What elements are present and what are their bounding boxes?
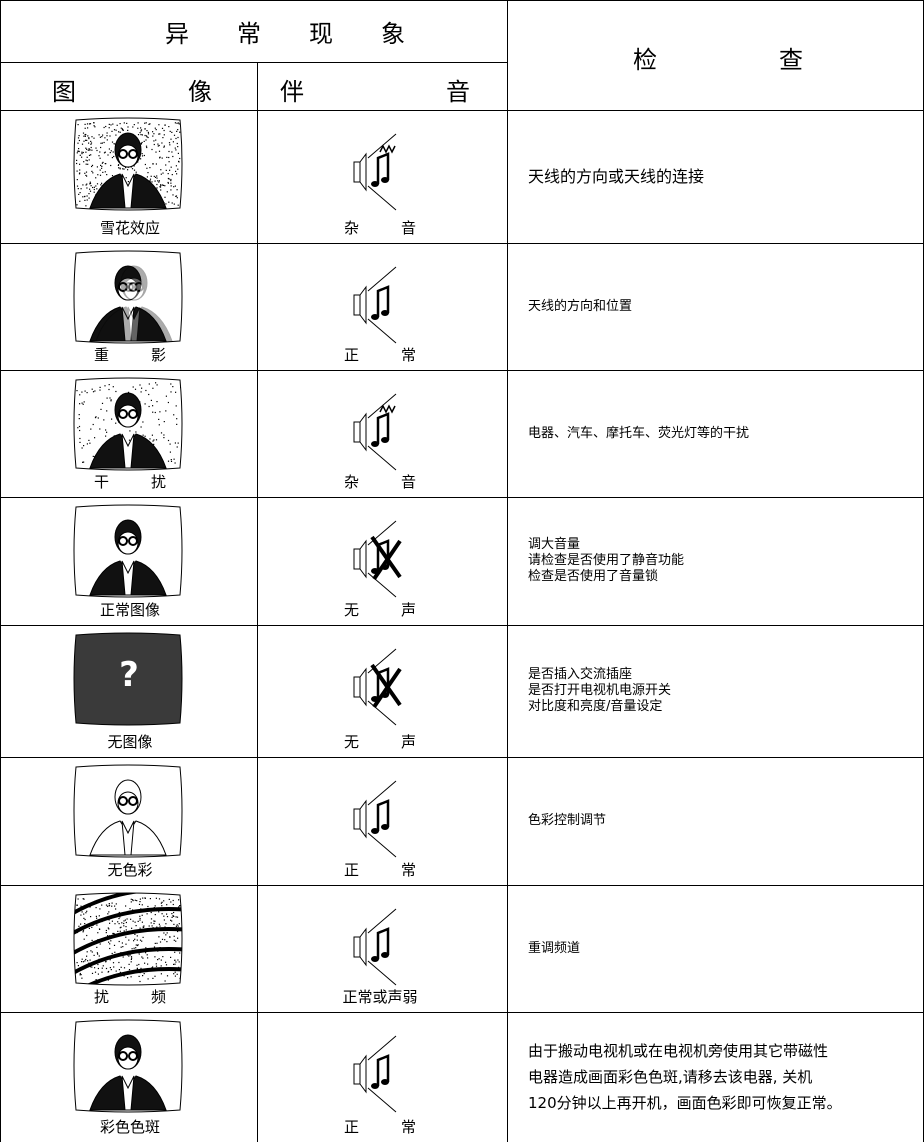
rule — [0, 0, 1, 1142]
header-sound: 伴 音 — [280, 78, 470, 106]
tv-screen — [73, 504, 183, 598]
header-anomaly: 异 常 现 象 — [165, 20, 405, 48]
caption: 雪花效应 — [99, 219, 160, 237]
rule — [0, 885, 924, 886]
check-text: 是否打开电视机电源开关 — [528, 683, 672, 698]
tv-screen — [73, 117, 183, 211]
check-text: 天线的方向和位置 — [528, 298, 633, 314]
caption: 重 影 — [94, 346, 166, 364]
speaker-icon — [353, 520, 402, 598]
tv-screen — [73, 764, 183, 858]
tv-screen — [73, 892, 183, 986]
check-text: 由于搬动电视机或在电视机旁使用其它带磁性 — [528, 1042, 829, 1060]
header-check: 检 查 — [633, 46, 803, 74]
check-text: 是否插入交流插座 — [528, 667, 633, 682]
rule — [0, 625, 924, 626]
caption: 无 声 — [344, 601, 416, 619]
check-text: 电器造成画面彩色色斑,请移去该电器, 关机 — [528, 1068, 813, 1086]
check-text: 对比度和亮度/音量设定 — [528, 699, 663, 714]
caption: 杂 音 — [344, 473, 416, 491]
caption: 扰 频 — [94, 988, 166, 1006]
check-text: 请检查是否使用了静音功能 — [528, 553, 685, 568]
tv-screen — [73, 632, 183, 726]
caption: 正常图像 — [99, 601, 160, 619]
rule — [0, 1012, 924, 1013]
caption: 无色彩 — [107, 861, 153, 879]
rule — [0, 110, 924, 111]
caption: 干 扰 — [94, 473, 166, 491]
caption: 正 常 — [344, 861, 416, 879]
check-text: 电器、汽车、摩托车、荧光灯等的干扰 — [528, 425, 750, 441]
rule — [0, 243, 924, 244]
caption: 正 常 — [344, 346, 416, 364]
rule — [507, 0, 508, 1142]
rule — [0, 0, 924, 1]
rule — [0, 757, 924, 758]
speaker-icon — [353, 393, 397, 471]
caption: 正常或声弱 — [342, 988, 418, 1006]
speaker-icon — [353, 780, 397, 858]
header-picture: 图 像 — [52, 78, 212, 106]
rule — [257, 62, 258, 1142]
rule — [0, 370, 924, 371]
rule — [0, 62, 507, 63]
rule — [0, 497, 924, 498]
check-text: 检查是否使用了音量锁 — [528, 569, 659, 584]
speaker-icon — [353, 648, 402, 726]
tv-screen — [73, 1019, 183, 1113]
check-text: 调大音量 — [528, 537, 581, 552]
speaker-icon — [353, 908, 397, 986]
check-text: 色彩控制调节 — [528, 813, 607, 828]
tv-screen — [73, 250, 183, 344]
check-text: 120分钟以上再开机，画面色彩即可恢复正常。 — [528, 1094, 842, 1112]
caption: 正 常 — [344, 1118, 416, 1136]
speaker-icon — [353, 133, 397, 211]
check-text: 重调频道 — [528, 940, 581, 956]
screen-text: ? — [119, 655, 139, 695]
caption: 无 声 — [344, 733, 416, 751]
tv-screen — [73, 377, 183, 471]
speaker-icon — [353, 266, 397, 344]
check-text: 天线的方向或天线的连接 — [528, 167, 705, 186]
caption: 彩色色斑 — [99, 1118, 160, 1136]
caption: 无图像 — [107, 733, 153, 751]
speaker-icon — [353, 1035, 397, 1113]
caption: 杂 音 — [344, 219, 416, 237]
